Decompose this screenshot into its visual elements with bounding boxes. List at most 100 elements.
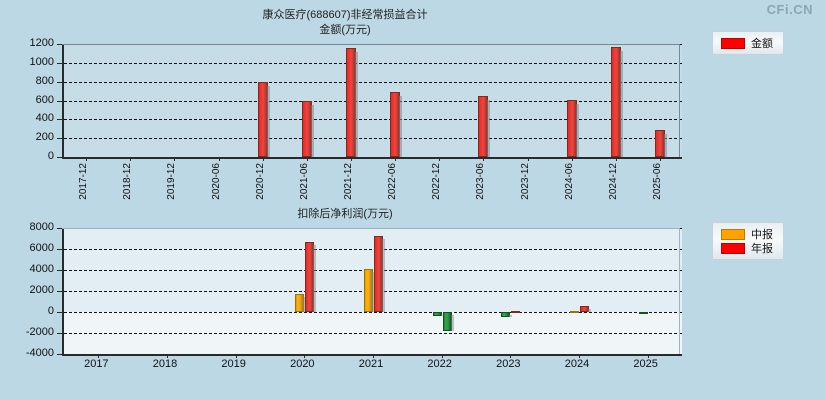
legend-label: 年报 <box>751 243 773 255</box>
y-axis-tick <box>57 81 62 83</box>
gridline <box>64 312 682 313</box>
x-axis-tick <box>86 157 88 161</box>
watermark: CFi.CN <box>766 2 813 17</box>
y-axis-tick-label: 600 <box>35 93 54 106</box>
x-axis-tick <box>350 157 352 161</box>
x-axis-tick-label: 2021-06 <box>298 163 310 200</box>
y-axis-tick <box>57 270 62 271</box>
gridline <box>64 100 682 102</box>
x-axis-tick-label: 2018 <box>152 358 178 370</box>
bar-amount[interactable] <box>654 129 667 158</box>
page-title: 康众医疗(688607)非经常损益合计 金额(万元) <box>0 8 690 38</box>
x-axis-tick-label: 2024 <box>564 358 590 370</box>
gridline <box>64 333 682 334</box>
bar-amount[interactable] <box>566 99 579 158</box>
y-axis-tick-label: 800 <box>35 74 54 87</box>
y-axis-tick <box>57 333 62 334</box>
orange-square-icon <box>721 228 745 240</box>
x-axis-tick <box>441 354 443 358</box>
gridline <box>64 228 682 229</box>
legend-item-annual-report[interactable]: 年报 <box>721 241 773 255</box>
x-axis-tick <box>571 157 573 161</box>
x-axis-tick-label: 2018-12 <box>122 163 134 200</box>
x-axis-tick <box>510 354 512 358</box>
y-axis-tick <box>57 228 62 229</box>
y-axis-tick-label: 2000 <box>29 284 54 296</box>
y-axis-tick-label: 0 <box>47 150 54 162</box>
x-axis-tick-label: 2023-06 <box>475 163 487 200</box>
x-axis-tick-label: 2022-06 <box>387 163 399 200</box>
bar-amount[interactable] <box>478 95 491 158</box>
bar-shadow <box>509 315 513 317</box>
bar-annual-report[interactable] <box>580 306 591 312</box>
x-axis-tick-label: 2020 <box>290 358 315 370</box>
legend-item-amount[interactable]: 金额 <box>721 36 773 50</box>
x-axis-tick <box>218 157 220 161</box>
bar-shadow <box>440 315 444 317</box>
x-axis-tick-label: 2025 <box>633 358 658 370</box>
x-axis-tick-label: 2019 <box>221 358 246 370</box>
y-axis-tick <box>57 291 62 292</box>
bar-annual-report[interactable] <box>305 241 317 312</box>
gridline <box>64 249 682 250</box>
x-axis-tick-label: 2024-12 <box>607 163 619 200</box>
bar-amount[interactable] <box>390 92 403 157</box>
bar-annual-report[interactable] <box>442 312 454 331</box>
bar-amount[interactable] <box>610 47 623 157</box>
non-recurring-amount-chart <box>62 44 682 161</box>
y-axis-tick-label: -2000 <box>25 326 54 338</box>
y-axis-tick-label: 6000 <box>29 242 54 254</box>
legend-item-interim-report[interactable]: 中报 <box>721 227 773 241</box>
y-axis-tick <box>57 44 62 45</box>
bar-amount[interactable] <box>301 100 314 157</box>
legend-label: 金额 <box>751 38 773 50</box>
y-axis-tick-label: 1200 <box>29 37 54 49</box>
y-axis-tick-label: 4000 <box>29 263 54 275</box>
x-axis-tick-label: 2021 <box>358 358 384 370</box>
legend-top[interactable]: 金额 <box>712 31 784 55</box>
x-axis-tick <box>647 354 649 358</box>
bar-shadow <box>382 238 385 312</box>
y-axis-tick <box>57 119 62 121</box>
y-axis-tick <box>57 157 62 158</box>
y-axis-tick-label: 0 <box>47 305 54 317</box>
x-axis-tick-label: 2021-12 <box>342 163 354 200</box>
bar-interim-report[interactable] <box>364 269 375 312</box>
bar-interim-report[interactable] <box>501 312 513 317</box>
x-axis-tick-label: 2022-12 <box>431 163 443 200</box>
bar-interim-report[interactable] <box>432 312 444 317</box>
bar-amount[interactable] <box>257 81 270 158</box>
x-axis-tick <box>659 157 661 161</box>
bar-shadow <box>450 315 454 331</box>
x-axis-tick-label: 2019-12 <box>166 163 178 200</box>
legend-bottom[interactable]: 中报 年报 <box>712 222 784 260</box>
x-axis-tick-label: 2025-06 <box>651 163 663 200</box>
y-axis-tick <box>57 62 62 64</box>
y-axis-tick-label: 400 <box>35 112 54 125</box>
legend-label: 中报 <box>751 229 773 241</box>
x-axis-tick <box>527 157 529 161</box>
bar-annual-report[interactable] <box>374 235 385 312</box>
bar-interim-report[interactable] <box>570 311 579 314</box>
gridline <box>64 119 682 121</box>
x-axis-tick-label: 2020-06 <box>210 163 222 200</box>
y-axis-tick <box>57 249 62 250</box>
bottom-chart-x-axis: 2017 2018 2019 2020 2021 2022 2023 2024 2025 <box>62 354 680 384</box>
x-axis-tick-label: 2024-06 <box>563 163 575 200</box>
x-axis-tick <box>395 157 397 161</box>
bar-amount[interactable] <box>345 47 358 158</box>
x-axis-tick <box>174 157 176 161</box>
gridline <box>64 62 682 64</box>
x-axis-tick <box>304 354 306 358</box>
x-axis-tick-label: 2017 <box>84 358 109 370</box>
bar-interim-report[interactable] <box>638 312 648 314</box>
gridline <box>64 44 682 45</box>
gridline <box>64 138 682 140</box>
bar-interim-report[interactable] <box>295 293 307 312</box>
bar-annual-report[interactable] <box>511 311 521 314</box>
x-axis-tick <box>98 354 100 358</box>
y-axis-tick-label: 200 <box>35 131 54 144</box>
chart-title: 康众医疗(688607)非经常损益合计 <box>262 9 428 21</box>
bar-shadow <box>372 272 375 312</box>
top-chart-x-axis: 2017-12 2018-12 2019-12 2020-06 2020-12 2021-… <box>62 157 680 212</box>
